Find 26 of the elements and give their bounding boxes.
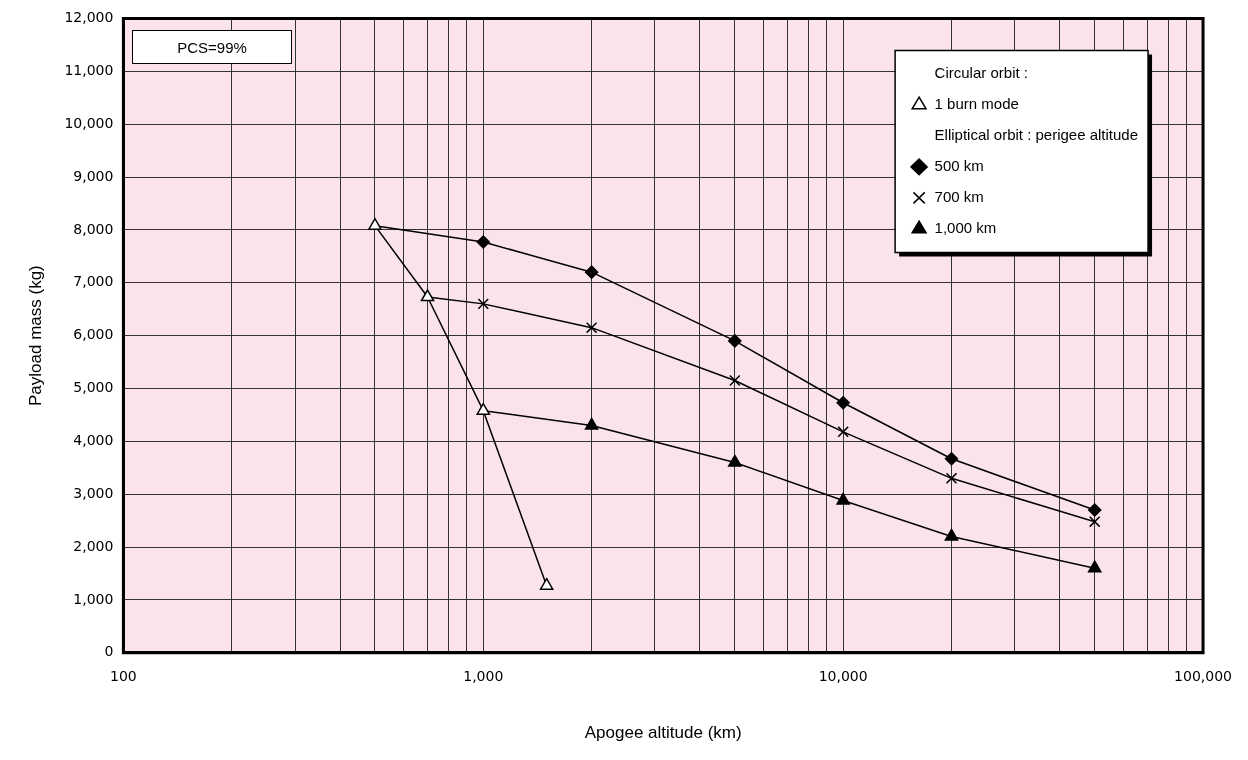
y-tick-label: 2,000 (73, 537, 114, 554)
x-tick-label: 1,000 (463, 667, 504, 684)
y-tick-label: 5,000 (73, 379, 114, 396)
x-axis-title: Apogee altitude (km) (584, 723, 742, 743)
y-tick-label: 4,000 (73, 431, 114, 448)
y-tick-label: 1,000 (73, 590, 114, 607)
x-tick-label: 100 (110, 667, 137, 684)
y-tick-label: 3,000 (73, 484, 114, 501)
annotation: Elliptical orbit : perigee altitude (934, 126, 1139, 144)
y-axis-title: Payload mass (kg) (25, 265, 45, 406)
y-tick-label: 10,000 (64, 114, 114, 131)
y-tick-label: 7,000 (73, 273, 114, 290)
x-tick-label: 10,000 (818, 667, 868, 684)
annotation: Circular orbit : (934, 64, 1028, 82)
y-tick-label: 12,000 (64, 9, 114, 26)
legend-label: 1 burn mode (934, 95, 1019, 113)
y-tick-label: 8,000 (73, 220, 114, 237)
y-tick-label: 0 (104, 643, 114, 660)
note-box: PCS=99% (132, 30, 292, 64)
x-tick-label: 100,000 (1174, 667, 1233, 684)
y-tick-label: 11,000 (64, 61, 114, 78)
y-tick-label: 6,000 (73, 326, 114, 343)
legend-label: 1,000 km (934, 219, 997, 237)
legend-label: 500 km (934, 157, 984, 175)
legend-label: 700 km (934, 188, 984, 206)
y-tick-label: 9,000 (73, 167, 114, 184)
